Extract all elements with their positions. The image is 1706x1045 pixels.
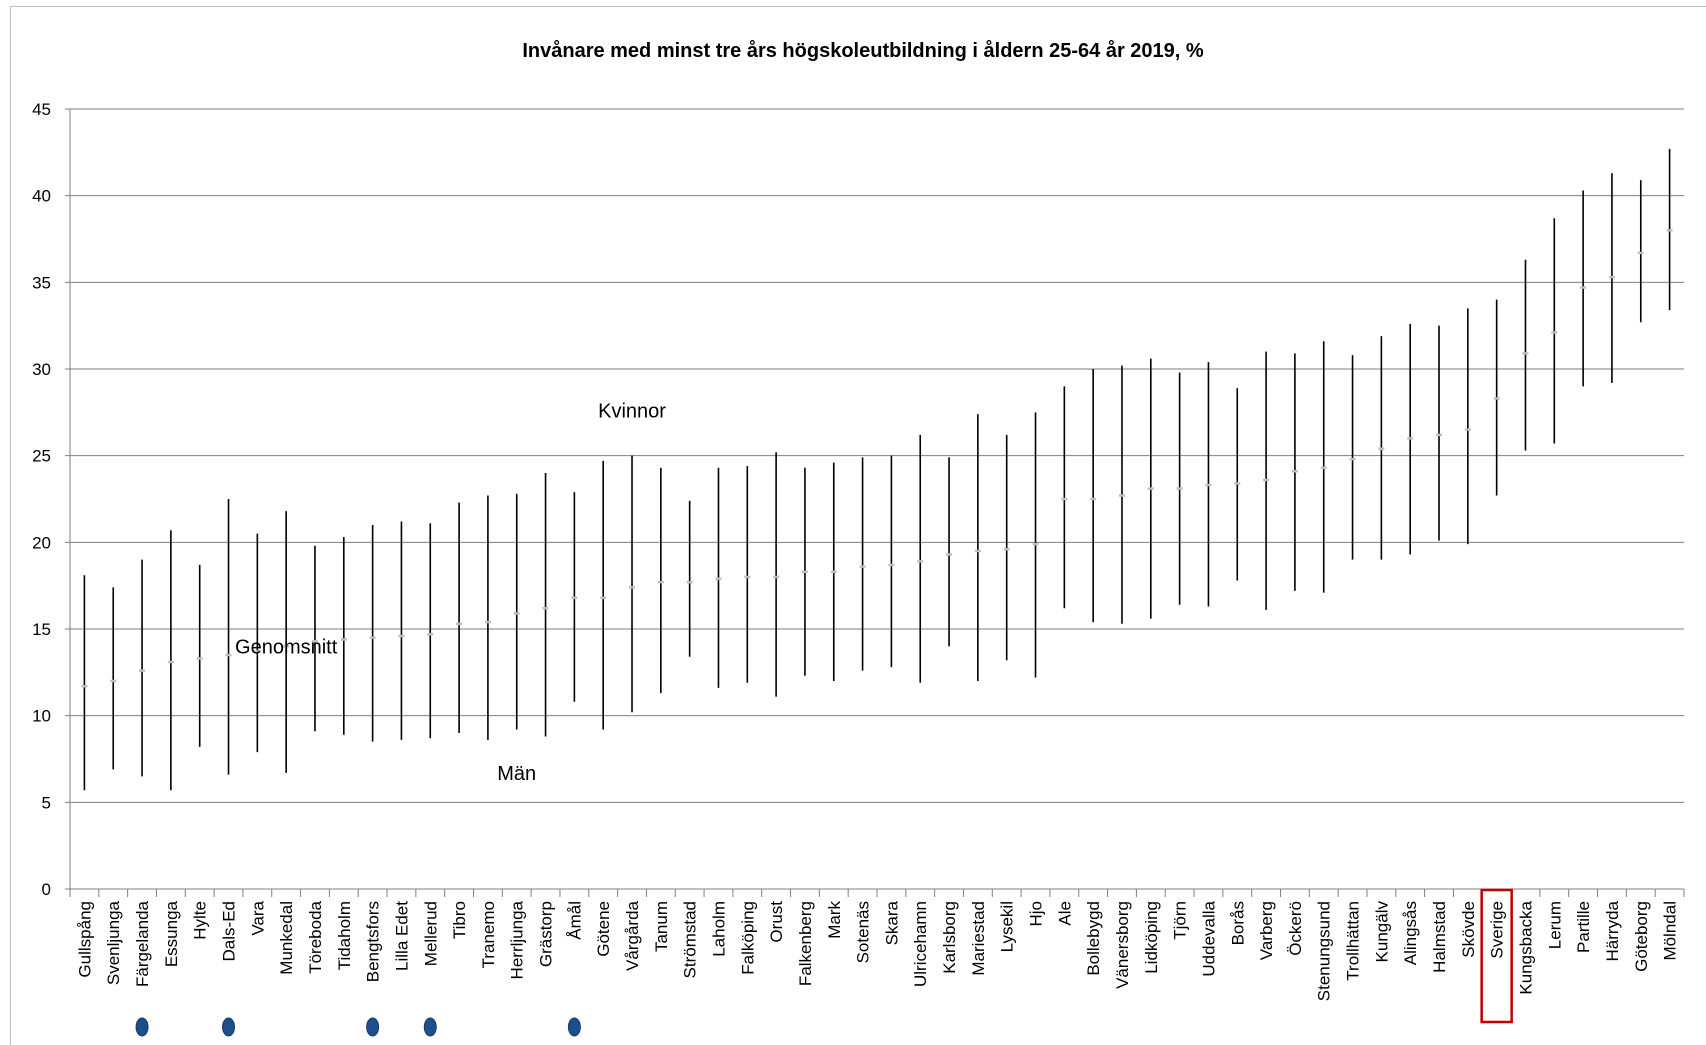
x-tick-label: Tibro — [450, 901, 469, 939]
category-markers — [135, 888, 1513, 1037]
x-tick-label: Sotenäs — [854, 901, 873, 963]
x-tick-label: Gullspång — [75, 901, 94, 978]
series-annotation: Män — [497, 763, 536, 785]
x-tick-label: Grästorp — [537, 901, 556, 967]
x-tick-label: Orust — [767, 901, 786, 943]
y-tick-label: 25 — [32, 447, 51, 466]
x-tick-label: Halmstad — [1430, 901, 1449, 973]
chart-frame — [10, 6, 1706, 1045]
x-tick-label: Munkedal — [277, 901, 296, 975]
x-tick-label: Tidaholm — [335, 901, 354, 970]
x-tick-label: Partille — [1574, 901, 1593, 953]
x-tick-label: Falköping — [738, 901, 757, 975]
series-annotation: Kvinnor — [598, 401, 666, 423]
x-tick-label: Mellerud — [421, 901, 440, 966]
x-tick-label: Ale — [1055, 901, 1074, 926]
x-tick-label: Öckerö — [1286, 901, 1305, 956]
y-tick-label: 0 — [42, 880, 51, 899]
x-tick-label: Herrljunga — [508, 900, 527, 979]
x-tick-label: Dals-Ed — [220, 901, 239, 961]
x-tick-label: Hjo — [1027, 901, 1046, 927]
x-tick-label: Karlsborg — [940, 901, 959, 974]
x-tick-label: Kungälv — [1372, 901, 1391, 963]
y-tick-label: 40 — [32, 187, 51, 206]
x-tick-label: Mölndal — [1661, 901, 1680, 961]
x-tick-label: Varberg — [1257, 901, 1276, 960]
x-tick-label: Lidköping — [1142, 901, 1161, 974]
x-tick-label: Götene — [594, 901, 613, 957]
x-tick-label: Lysekil — [998, 901, 1017, 952]
x-tick-label: Åmål — [565, 901, 584, 940]
x-tick-label: Göteborg — [1632, 901, 1651, 972]
x-tick-label: Bengtsfors — [364, 901, 383, 982]
category-dot — [423, 1017, 437, 1037]
y-tick-label: 30 — [32, 360, 51, 379]
category-dot — [135, 1017, 149, 1037]
category-dot — [222, 1017, 236, 1037]
plot-area — [81, 148, 1673, 791]
x-tick-label: Uddevalla — [1199, 900, 1218, 976]
x-tick-label: Falkenberg — [796, 901, 815, 986]
chart-title: Invånare med minst tre års högskoleutbil… — [522, 39, 1204, 62]
x-tick-label: Trollhättan — [1344, 901, 1363, 981]
category-dot — [366, 1017, 380, 1037]
x-tick-label: Laholm — [709, 901, 728, 957]
x-tick-label: Skövde — [1459, 901, 1478, 958]
x-tick-label: Ulricehamn — [911, 901, 930, 987]
y-axis: 0 5 10 15 20 25 30 35 40 45 — [32, 100, 71, 899]
x-tick-label: Strömstad — [681, 901, 700, 978]
category-dot — [567, 1017, 581, 1037]
x-tick-label: Skara — [882, 900, 901, 945]
x-tick-label: Alingsås — [1401, 901, 1420, 965]
x-tick-label: Hylte — [191, 901, 210, 940]
y-tick-label: 35 — [32, 273, 51, 292]
x-tick-label: Sverige — [1488, 901, 1507, 959]
x-tick-label: Vara — [248, 900, 267, 935]
x-tick-label: Lerum — [1545, 901, 1564, 949]
x-tick-label: Tanum — [652, 901, 671, 952]
annotations: Kvinnor Genomsnitt Män — [235, 401, 666, 785]
y-tick-label: 15 — [32, 620, 51, 639]
series-annotation: Genomsnitt — [235, 636, 338, 658]
x-tick-label: Borås — [1228, 901, 1247, 945]
gridlines — [65, 108, 1684, 890]
x-tick-label: Kungsbacka — [1516, 900, 1535, 994]
x-tick-label: Vänersborg — [1113, 901, 1132, 989]
x-tick-label: Stenungsund — [1315, 901, 1334, 1001]
y-tick-label: 45 — [32, 100, 51, 119]
x-tick-label: Bollebygd — [1084, 901, 1103, 976]
x-tick-label: Mark — [825, 901, 844, 939]
x-tick-label: Tranemo — [479, 901, 498, 968]
y-tick-label: 20 — [32, 533, 51, 552]
highlight-box — [1480, 888, 1513, 1024]
x-axis: Gullspång Svenljunga Färgelanda Essunga Hylt… — [69, 889, 1685, 1001]
x-tick-label: Lilla Edet — [392, 901, 411, 971]
y-tick-label: 10 — [32, 707, 51, 726]
x-tick-label: Färgelanda — [133, 900, 152, 987]
x-tick-label: Vårgårda — [623, 900, 642, 970]
x-tick-label: Mariestad — [969, 901, 988, 976]
x-tick-label: Härryda — [1603, 900, 1622, 961]
x-tick-label: Svenljunga — [104, 900, 123, 985]
y-tick-label: 5 — [42, 793, 51, 812]
x-tick-label: Tjörn — [1171, 901, 1190, 940]
x-tick-label: Töreboda — [306, 900, 325, 973]
x-tick-label: Essunga — [162, 900, 181, 967]
